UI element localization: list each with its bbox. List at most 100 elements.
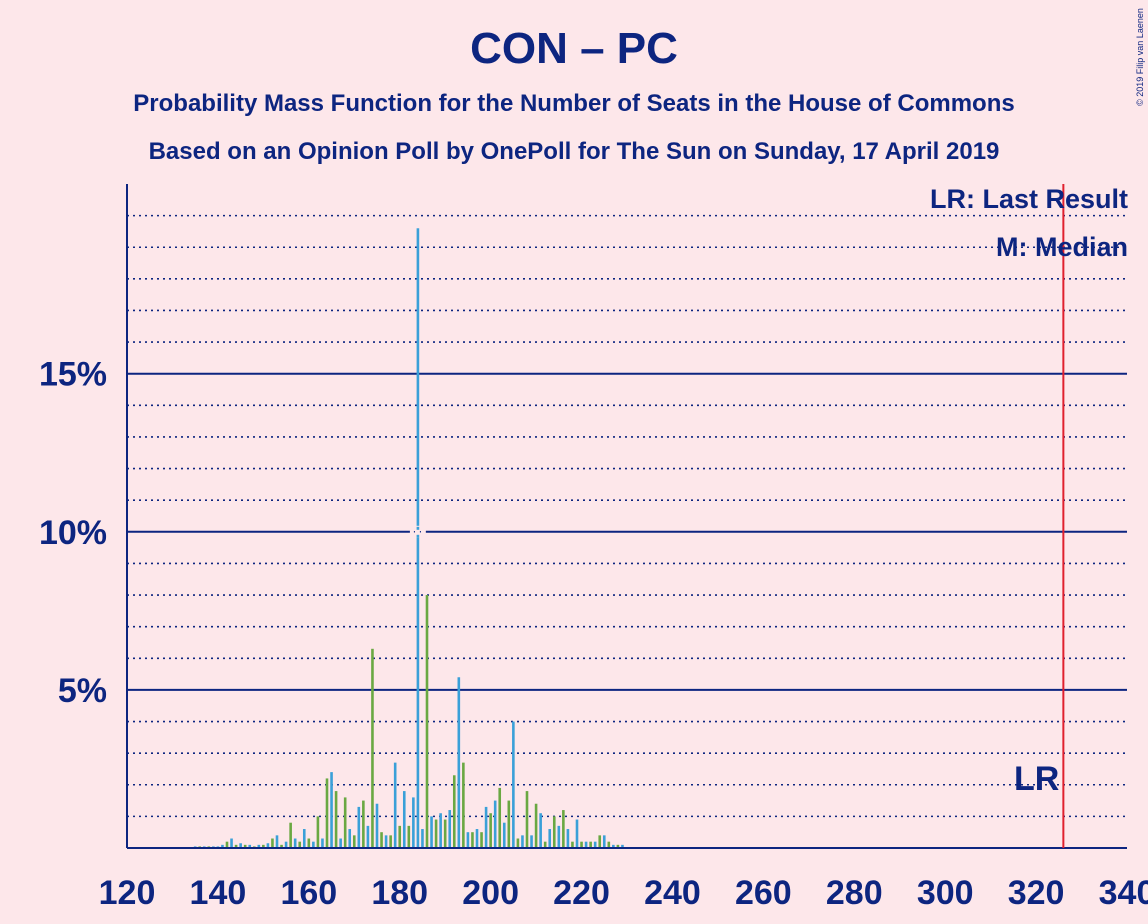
bar-seat-165 [330, 772, 333, 848]
bar-seat-190 [443, 819, 447, 848]
bar-seat-184 [416, 228, 420, 848]
bar-seat-213 [548, 829, 552, 848]
bar-seat-217 [566, 829, 570, 848]
x-tick-label: 300 [917, 874, 974, 912]
bar-seat-201 [493, 800, 497, 848]
median-gap-bar [416, 526, 420, 530]
bar-seat-197 [475, 829, 479, 848]
bar-seat-175 [375, 803, 379, 848]
bar-seat-146 [243, 844, 247, 848]
bar-seat-192 [452, 775, 456, 848]
bar-seat-149 [257, 844, 261, 848]
bar-seat-206 [516, 838, 520, 848]
y-tick-label: 15% [39, 356, 107, 394]
bar-seat-227 [612, 844, 615, 848]
bar-seat-158 [298, 841, 302, 848]
bar-seat-196 [471, 832, 474, 848]
bar-seat-178 [389, 835, 392, 848]
bar-seat-220 [580, 841, 583, 848]
x-tick-label: 200 [462, 874, 519, 912]
bar-seat-189 [439, 813, 442, 848]
bar-seat-159 [302, 829, 306, 848]
bar-seat-191 [448, 810, 452, 848]
bar-seat-166 [334, 791, 338, 848]
bar-seat-195 [466, 832, 470, 848]
bar-seat-226 [607, 841, 611, 848]
bar-seat-211 [539, 813, 542, 848]
bar-seat-174 [371, 648, 374, 848]
bar-seat-182 [407, 825, 411, 848]
bar-seat-152 [271, 838, 274, 848]
bar-seat-186 [425, 595, 429, 848]
bar-seat-181 [402, 791, 406, 848]
bar-seat-168 [343, 797, 347, 848]
bar-seat-162 [316, 816, 320, 848]
bar-seat-221 [584, 841, 588, 848]
bar-seat-179 [393, 762, 397, 848]
axes [126, 184, 1127, 849]
x-tick-label: 340 [1099, 874, 1148, 912]
median-gap-bar [416, 534, 420, 538]
bar-seat-173 [366, 825, 370, 848]
y-tick-label: 5% [58, 672, 107, 710]
bar-seat-208 [525, 791, 529, 848]
median-gap [409, 525, 426, 538]
bar-seat-207 [521, 835, 524, 848]
legend-median: M: Median [996, 232, 1128, 262]
bar-seat-225 [602, 835, 606, 848]
bar-seat-194 [462, 762, 465, 848]
last-result-label: LR [1014, 760, 1059, 798]
bars [193, 228, 624, 848]
x-tick-label: 280 [826, 874, 883, 912]
bar-seat-224 [598, 835, 602, 848]
bar-seat-161 [312, 841, 315, 848]
bar-seat-151 [266, 843, 270, 848]
x-tick-label: 120 [99, 874, 156, 912]
bar-seat-170 [352, 835, 356, 848]
bar-seat-218 [571, 841, 574, 848]
gridlines [127, 214, 1127, 818]
bar-seat-147 [248, 844, 252, 848]
bar-seat-183 [412, 797, 415, 848]
chart-subtitle-2: Based on an Opinion Poll by OnePoll for … [148, 138, 1000, 165]
bar-seat-216 [562, 810, 565, 848]
x-tick-label: 240 [644, 874, 701, 912]
x-tick-label: 140 [190, 874, 247, 912]
bar-seat-145 [239, 843, 242, 848]
bar-seat-198 [480, 832, 483, 848]
bar-seat-215 [557, 825, 561, 848]
bar-seat-156 [289, 822, 292, 848]
bar-seat-153 [275, 835, 279, 848]
bar-seat-212 [543, 841, 547, 848]
bar-seat-171 [357, 806, 361, 848]
bar-seat-155 [284, 841, 288, 848]
bar-seat-205 [512, 721, 515, 848]
bar-seat-219 [575, 819, 579, 848]
bar-seat-164 [325, 778, 329, 848]
bar-seat-200 [489, 813, 492, 848]
bar-seat-172 [362, 800, 365, 848]
bar-seat-229 [621, 844, 624, 848]
x-tick-label: 160 [280, 874, 337, 912]
tick-labels: 120 140 160 180 200 220 240 260 280 300 320 340 5% 10… [39, 356, 1148, 912]
bar-seat-203 [502, 822, 506, 848]
bar-seat-228 [616, 844, 620, 848]
bar-seat-163 [321, 838, 324, 848]
bar-seat-185 [421, 829, 424, 848]
bar-seat-141 [221, 844, 224, 848]
bar-seat-177 [384, 835, 388, 848]
bar-seat-157 [293, 838, 297, 848]
bar-seat-169 [348, 829, 352, 848]
bar-seat-193 [457, 677, 461, 848]
last-result-marker: LR [1014, 184, 1065, 848]
bar-seat-144 [234, 844, 238, 848]
bar-seat-150 [262, 844, 265, 848]
bar-seat-143 [230, 838, 233, 848]
chart-title: CON – PC [470, 24, 678, 73]
bar-seat-180 [398, 825, 402, 848]
bar-seat-199 [484, 806, 488, 848]
bar-seat-209 [530, 835, 533, 848]
x-tick-label: 260 [735, 874, 792, 912]
bar-seat-202 [498, 787, 502, 848]
